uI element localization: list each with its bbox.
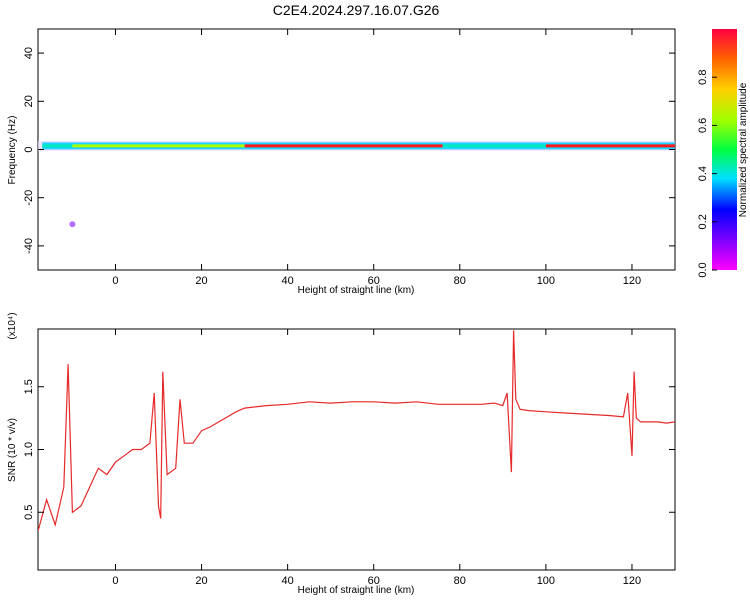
spectrogram-x-label: Height of straight line (km) xyxy=(298,285,415,296)
spectrogram-band-core xyxy=(72,144,245,148)
spectrogram-panel: 0 20 40 60 80 100 120 -40 -20 0 20 40 Height of st… xyxy=(7,28,676,296)
snr-x-label: Height of straight line (km) xyxy=(298,585,415,596)
chart-title: C2E4.2024.297.16.07.G26 xyxy=(273,2,440,18)
colorbar-label: Normalized spectral amplitude xyxy=(738,82,749,217)
colorbar: 0.0 0.2 0.4 0.6 0.8 Normalized spectral ampl… xyxy=(697,29,749,278)
snr-series-line xyxy=(38,330,675,532)
x-tick-label: 20 xyxy=(195,275,207,287)
snr-y-ticks: 0.5 1.0 1.5 xyxy=(23,379,675,520)
x-tick-label: 20 xyxy=(195,575,207,587)
snr-y-multiplier: (x10⁴) xyxy=(7,312,18,339)
snr-frame xyxy=(37,328,676,571)
spectrogram-band-core xyxy=(442,144,546,148)
x-tick-label: 60 xyxy=(368,275,380,287)
colorbar-tick-label: 0.2 xyxy=(697,214,709,229)
spectrogram-x-ticks: 0 20 40 60 80 100 120 xyxy=(112,29,641,287)
x-tick-label: 120 xyxy=(623,575,641,587)
x-tick-label: 60 xyxy=(368,575,380,587)
colorbar-tick-label: 0.0 xyxy=(697,262,709,277)
y-tick-label: 1.0 xyxy=(23,442,35,457)
x-tick-label: 80 xyxy=(454,575,466,587)
y-tick-label: -20 xyxy=(23,190,35,206)
x-tick-label: 40 xyxy=(282,575,294,587)
spectrogram-marks xyxy=(38,140,675,228)
y-tick-label: -40 xyxy=(23,238,35,254)
spectrogram-y-label: Frequency (Hz) xyxy=(7,116,18,185)
colorbar-gradient xyxy=(712,29,737,270)
x-tick-label: 100 xyxy=(537,275,555,287)
colorbar-ticks: 0.0 0.2 0.4 0.6 0.8 xyxy=(697,70,717,278)
snr-y-label: SNR (10 * v/v) xyxy=(7,418,18,482)
y-tick-label: 0.5 xyxy=(23,505,35,520)
spectrogram-band-core xyxy=(244,144,443,148)
spectrogram-point xyxy=(69,221,76,228)
y-tick-label: 0 xyxy=(23,146,35,152)
colorbar-tick-label: 0.8 xyxy=(697,70,709,85)
colorbar-tick-label: 0.4 xyxy=(697,166,709,181)
spectrogram-y-ticks: -40 -20 0 20 40 xyxy=(23,47,675,254)
x-tick-label: 0 xyxy=(112,275,118,287)
y-tick-label: 40 xyxy=(23,47,35,59)
y-tick-label: 20 xyxy=(23,95,35,107)
colorbar-tick-label: 0.6 xyxy=(697,118,709,133)
y-tick-label: 1.5 xyxy=(23,379,35,394)
x-tick-label: 120 xyxy=(623,275,641,287)
x-tick-label: 80 xyxy=(454,275,466,287)
snr-panel: 0 20 40 60 80 100 120 0.5 1.0 1.5 Height of stra… xyxy=(7,312,676,596)
snr-marks xyxy=(38,330,675,532)
x-tick-label: 100 xyxy=(537,575,555,587)
x-tick-label: 0 xyxy=(112,575,118,587)
snr-x-ticks: 0 20 40 60 80 100 120 xyxy=(112,329,641,587)
spectrogram-band-core xyxy=(42,144,73,148)
x-tick-label: 40 xyxy=(282,275,294,287)
spectrogram-band-core xyxy=(545,144,675,148)
